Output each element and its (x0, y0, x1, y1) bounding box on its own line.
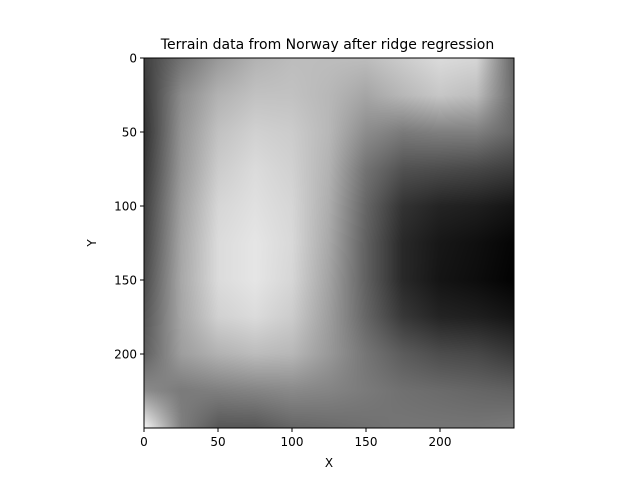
x-tick-label: 200 (429, 435, 452, 449)
x-tick-label: 100 (281, 435, 304, 449)
x-tick-label: 50 (210, 435, 225, 449)
x-tick-label: 0 (140, 435, 148, 449)
plot-frame (143, 57, 515, 429)
heatmap-area (144, 58, 514, 428)
heatmap-image (144, 58, 514, 428)
y-tick-label: 0 (129, 52, 137, 66)
chart-title: Terrain data from Norway after ridge reg… (160, 37, 494, 53)
y-axis-label: Y (85, 239, 99, 248)
x-axis-label: X (325, 456, 333, 470)
x-tick-label: 150 (355, 435, 378, 449)
x-axis-ticks: 0 50 100 150 200 (140, 428, 451, 449)
y-axis-ticks: 0 50 100 150 200 (114, 52, 144, 362)
y-tick-label: 200 (114, 348, 137, 362)
y-tick-label: 100 (114, 200, 137, 214)
y-tick-label: 150 (114, 274, 137, 288)
y-tick-label: 50 (122, 126, 137, 140)
